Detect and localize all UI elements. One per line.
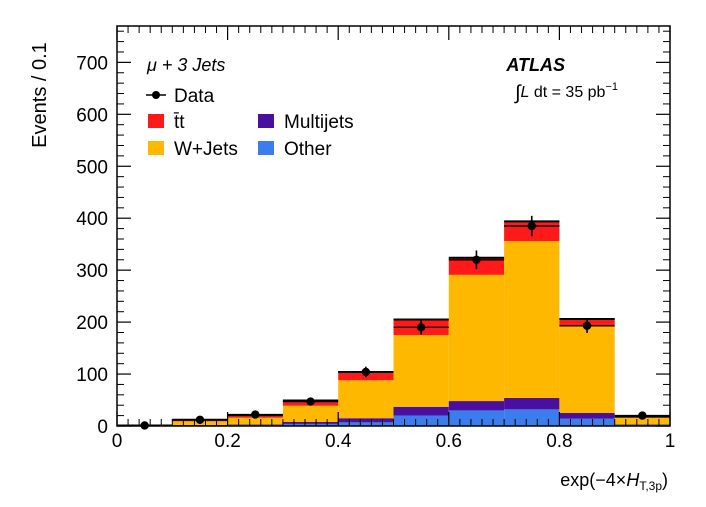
data-marker (195, 415, 205, 424)
legend-multijets-label: Multijets (284, 112, 354, 133)
data-point (448, 250, 505, 270)
x-tick-label: 0.6 (436, 431, 462, 452)
data-point (172, 415, 228, 424)
y-tick-label: 300 (76, 261, 108, 282)
y-tick-label: 100 (76, 365, 108, 386)
legend-wjets: W+Jets (148, 139, 238, 160)
y-tick-label: 0 (97, 417, 108, 438)
bar-wjets-bin-3 (282, 405, 339, 422)
y-tick-label: 400 (76, 209, 108, 230)
legend-data: Data (146, 86, 215, 107)
luminosity-label: ∫L dt = 35 pb−1 (514, 81, 618, 104)
x-axis-ticks: 0 0.2 0.4 0.6 0.8 1 (112, 26, 676, 452)
legend-ttbar: t̄t (148, 112, 185, 133)
y-axis-ticks: 0 100 200 300 400 500 600 700 (76, 30, 670, 438)
data-point (338, 366, 394, 378)
data-marker (472, 255, 481, 264)
bar-other-bin-3 (282, 423, 339, 426)
legend-other-label: Other (284, 139, 332, 160)
bar-wjets-bin-2 (227, 417, 283, 425)
data-marker (416, 323, 426, 332)
data-marker (582, 321, 592, 330)
x-tick-label: 1 (665, 431, 676, 452)
bar-other-bin-8 (559, 418, 615, 426)
x-tick-label: 0.2 (214, 431, 240, 452)
bar-wjets-bin-6 (448, 274, 505, 402)
x-axis-label: exp(−4×HT,3p) (560, 470, 668, 493)
bar-multijets-bin-7 (504, 397, 560, 410)
x-tick-label: 0.4 (325, 431, 352, 452)
y-axis-label: Events / 0.1 (29, 42, 51, 148)
experiment-label: ATLAS (505, 55, 565, 75)
legend-data-label: Data (174, 86, 215, 107)
y-tick-label: 700 (76, 53, 108, 74)
bar-multijets-bin-1 (172, 424, 228, 426)
bar-multijets-bin-6 (448, 401, 505, 411)
bar-multijets-bin-9 (614, 424, 670, 425)
legend-ttbar-swatch (148, 114, 164, 128)
bar-wjets-bin-8 (559, 325, 615, 414)
data-marker (638, 411, 647, 420)
bar-other-bin-5 (393, 415, 449, 426)
bar-multijets-bin-4 (338, 418, 394, 423)
data-point (282, 397, 339, 406)
bar-wjets-bin-5 (393, 335, 449, 407)
data-point (393, 320, 449, 335)
bar-multijets-bin-2 (227, 424, 283, 425)
bar-other-bin-7 (504, 409, 560, 426)
bar-other-bin-6 (448, 410, 505, 426)
data-point (227, 410, 283, 419)
legend-ttbar-label: t̄t (173, 112, 185, 133)
legend-wjets-label: W+Jets (174, 139, 238, 160)
data-point (614, 411, 670, 420)
y-tick-label: 600 (76, 105, 108, 126)
channel-label: μ + 3 Jets (146, 55, 225, 75)
data-marker (251, 410, 260, 419)
bar-multijets-bin-3 (282, 421, 339, 424)
data-point (559, 318, 615, 333)
legend: Data t̄t Multijets W+Jets Other (146, 86, 354, 160)
x-tick-label: 0.8 (546, 431, 572, 452)
atlas-label: ATLAS ∫L dt = 35 pb−1 (505, 55, 618, 104)
x-tick-label: 0 (112, 431, 123, 452)
data-marker (361, 367, 371, 377)
legend-wjets-swatch (148, 141, 164, 155)
bar-wjets-bin-7 (504, 241, 560, 398)
stacked-bars (117, 221, 670, 426)
bar-other-bin-4 (338, 422, 394, 426)
data-marker (527, 221, 536, 231)
data-marker (306, 397, 315, 406)
bar-wjets-bin-9 (614, 417, 670, 425)
y-tick-label: 200 (76, 313, 108, 334)
bar-wjets-bin-4 (338, 380, 394, 419)
legend-multijets: Multijets (258, 112, 354, 133)
legend-multijets-swatch (258, 114, 274, 128)
legend-other: Other (258, 139, 332, 160)
data-point (504, 215, 560, 237)
bar-multijets-bin-8 (559, 413, 615, 419)
y-tick-label: 500 (76, 157, 108, 178)
bar-multijets-bin-5 (393, 406, 449, 416)
legend-other-swatch (258, 141, 274, 155)
